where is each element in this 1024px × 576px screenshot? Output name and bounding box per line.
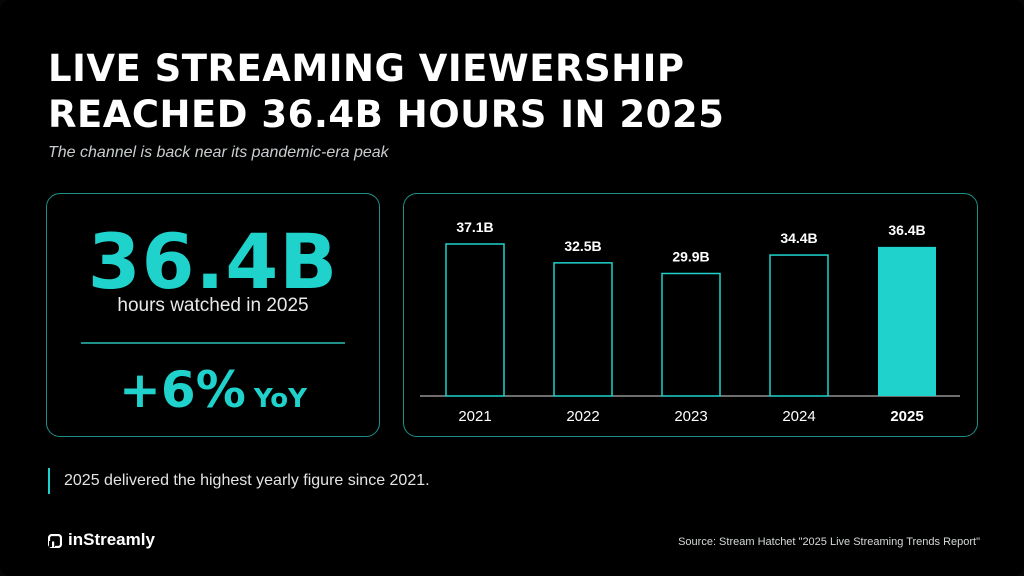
kpi-change-suffix: YoY — [253, 384, 307, 414]
x-tick-label-2022: 2022 — [566, 408, 599, 425]
insight-note: 2025 delivered the highest yearly figure… — [48, 468, 430, 494]
source-citation: Source: Stream Hatchet "2025 Live Stream… — [678, 536, 980, 548]
data-label-2025: 36.4B — [888, 222, 925, 238]
brand-name: inStreamly — [68, 530, 155, 549]
kpi-value: 36.4B — [87, 217, 339, 306]
bar-2025 — [878, 246, 936, 396]
kpi-divider — [81, 342, 345, 344]
bar-2023 — [661, 272, 721, 397]
x-tick-label-2023: 2023 — [674, 408, 707, 425]
kpi-change: +6% YoY — [47, 362, 379, 418]
kpi-card: 36.4B hours watched in 2025 +6% YoY — [46, 193, 380, 437]
data-label-2022: 32.5B — [564, 238, 601, 254]
x-tick-label-2021: 2021 — [458, 408, 491, 425]
x-tick-label-2025: 2025 — [890, 408, 923, 425]
bar-2021 — [445, 243, 505, 397]
page-title: LIVE STREAMING VIEWERSHIP REACHED 36.4B … — [48, 46, 948, 138]
kpi-change-percent: +6% — [119, 361, 246, 419]
brand-logo: inStreamly — [47, 530, 155, 550]
bar-2024 — [769, 254, 829, 397]
data-label-2024: 34.4B — [780, 230, 817, 246]
x-tick-label-2024: 2024 — [782, 408, 815, 425]
data-label-2023: 29.9B — [672, 248, 709, 264]
bar-2022 — [553, 262, 613, 397]
brand-mark-icon — [47, 533, 63, 549]
data-label-2021: 37.1B — [456, 219, 493, 235]
title-line-1: LIVE STREAMING VIEWERSHIP — [48, 47, 685, 90]
chart-card: 37.1B 2021 32.5B 2022 29.9B 2023 34.4B 2024 36.4… — [403, 193, 978, 437]
bar-chart: 37.1B 2021 32.5B 2022 29.9B 2023 34.4B 2024 36.4… — [420, 219, 960, 425]
title-line-2: REACHED 36.4B HOURS IN 2025 — [48, 93, 725, 136]
kpi-label: hours watched in 2025 — [117, 295, 309, 316]
subtitle: The channel is back near its pandemic-er… — [48, 144, 389, 161]
